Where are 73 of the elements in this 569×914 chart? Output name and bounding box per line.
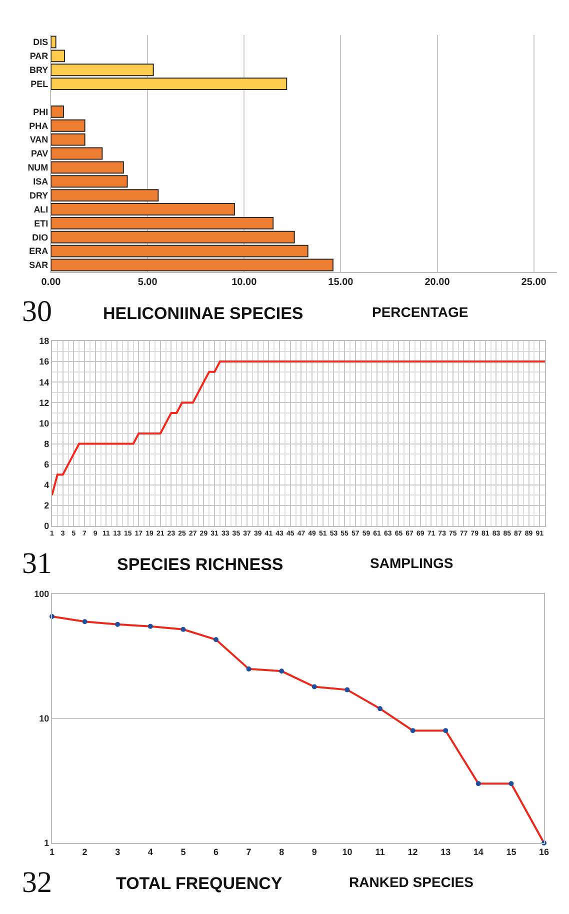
text: SPECIES RICHNESS [117, 555, 284, 574]
point [180, 626, 186, 632]
x-axis-title: RANKED SPECIES [349, 874, 474, 890]
y-tick-label: ALI [34, 204, 48, 214]
y-tick-label: 1 [44, 838, 50, 848]
point [443, 728, 448, 734]
y-tick-label: ETI [34, 218, 48, 228]
text: 30 [22, 295, 52, 328]
x-axis-title: PERCENTAGE [372, 304, 468, 320]
x-tick-label: 10 [342, 846, 352, 857]
y-tick-label: 10 [39, 418, 50, 428]
x-tick-label: 16 [538, 846, 550, 857]
y-tick-label: SAR [29, 260, 49, 270]
text: HELICONIINAE SPECIES [103, 304, 304, 323]
y-tick-label: ISA [33, 176, 49, 187]
x-tick-label: 9 [312, 846, 317, 857]
line-series [52, 360, 545, 496]
x-tick-label: 5 [180, 846, 186, 857]
y-tick-label: 100 [34, 589, 50, 600]
point [344, 687, 350, 692]
x-tick-label: 8 [279, 846, 284, 857]
x-tick-label: 0.00 [41, 277, 62, 288]
x-tick-label: 13 [440, 846, 451, 857]
y-tick-label: 8 [44, 438, 50, 449]
x-tick-label: 4 [148, 846, 153, 857]
y-tick-label: PAV [31, 148, 48, 159]
y-tick-label: DIO [32, 232, 48, 242]
x-tick-label: 11 [375, 846, 385, 857]
y-tick-label: 18 [39, 336, 50, 346]
y-tick-label: DIS [33, 37, 48, 48]
point [410, 728, 416, 734]
y-tick-label: VAN [30, 134, 48, 145]
y-tick-label: 10 [39, 714, 50, 724]
x-tick-label: 15.00 [328, 277, 354, 288]
point [115, 622, 120, 627]
x-tick-label: 20.00 [424, 277, 450, 288]
x-tick-label: 12 [408, 846, 418, 857]
point [214, 637, 218, 642]
y-tick-label: 12 [39, 398, 50, 408]
y-tick-label: NUM [28, 162, 48, 173]
x-tick-label: 14 [473, 846, 484, 857]
y-tick-label: BRY [30, 65, 48, 75]
point [82, 619, 88, 624]
y-tick-label: DRY [30, 190, 48, 200]
point [312, 684, 317, 690]
point [508, 781, 514, 786]
text: TOTAL FREQUENCY [116, 874, 283, 893]
x-axis-title: SAMPLINGS [370, 555, 454, 571]
point [378, 706, 382, 712]
y-tick-label: 0 [44, 521, 50, 532]
point [246, 666, 252, 672]
y-tick-label: 2 [44, 500, 50, 511]
point [279, 668, 284, 674]
y-tick-label: PHI [33, 106, 48, 117]
y-tick-label: PAR [30, 51, 49, 62]
x-tick-label: 7 [246, 846, 252, 857]
y-tick-label: 16 [39, 356, 50, 367]
text: 32 [22, 866, 52, 899]
y-tick-label: PEL [30, 78, 49, 89]
x-tick-label: 15 [506, 846, 516, 857]
y-tick-label: ERA [29, 246, 49, 256]
y-tick-label: 14 [39, 377, 50, 388]
x-tick-label: 5.00 [138, 277, 158, 288]
y-tick-label: 4 [44, 480, 50, 490]
y-tick-label: 6 [44, 459, 50, 470]
x-tick-label: 2 [82, 846, 88, 857]
point [148, 624, 153, 629]
x-tick-label: 25.00 [521, 277, 547, 288]
y-tick-label: PHA [29, 120, 49, 131]
x-tick-label: 10.00 [232, 277, 258, 288]
x-tick-label: 3 [115, 846, 120, 857]
x-tick-label: 6 [213, 846, 219, 857]
point [476, 781, 481, 786]
